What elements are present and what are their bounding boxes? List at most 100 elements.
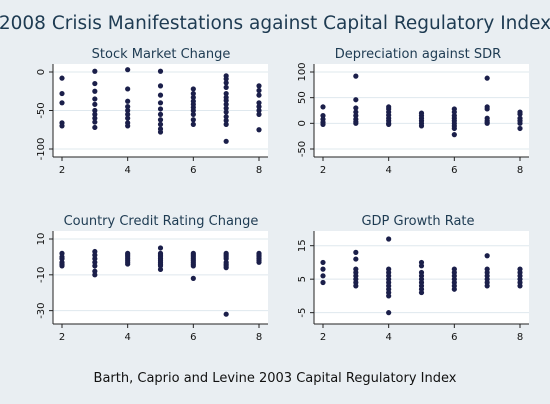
data-point (484, 120, 490, 126)
data-point (320, 266, 326, 272)
data-point (190, 107, 196, 114)
data-point (223, 256, 229, 262)
data-point (223, 114, 229, 120)
data-point (223, 105, 229, 111)
x-tick-label: 2 (59, 165, 65, 176)
data-point (125, 123, 131, 129)
data-point (92, 111, 98, 117)
data-point (320, 113, 326, 119)
data-point (353, 283, 359, 289)
data-point (157, 92, 164, 98)
data-point (190, 94, 196, 101)
data-point (223, 97, 229, 104)
data-point (353, 113, 359, 119)
data-point (418, 263, 425, 269)
data-point (92, 259, 98, 265)
data-point (386, 236, 392, 242)
data-point (353, 73, 359, 79)
data-point (223, 138, 229, 144)
data-point (190, 275, 196, 281)
data-point (92, 268, 98, 274)
panel-title: GDP Growth Rate (361, 214, 474, 229)
data-point (92, 119, 98, 125)
data-point (125, 86, 131, 92)
data-point (451, 286, 457, 292)
y-tick-label: 5 (297, 276, 308, 282)
data-point (256, 87, 262, 94)
data-point (484, 75, 490, 81)
data-point (223, 76, 229, 82)
data-point (517, 125, 523, 132)
data-point (157, 121, 164, 127)
data-point (223, 117, 229, 124)
y-tick-label: -30 (36, 302, 47, 318)
data-point (157, 100, 164, 106)
data-point (59, 250, 65, 256)
y-tick-label: 50 (297, 91, 308, 104)
data-point (320, 279, 326, 286)
data-point (92, 256, 98, 262)
y-tick-label: -50 (297, 141, 308, 157)
data-point (451, 109, 457, 115)
y-tick-label: 0 (297, 120, 308, 126)
data-point (59, 75, 65, 81)
data-point (125, 107, 131, 114)
x-tick-label: 2 (320, 332, 326, 343)
data-point (256, 107, 262, 114)
x-tick-label: 4 (385, 165, 391, 176)
data-point (92, 96, 98, 102)
data-point (92, 263, 98, 269)
data-point (256, 83, 262, 89)
data-point (190, 121, 196, 127)
data-point (157, 83, 164, 89)
x-tick-label: 8 (517, 332, 523, 343)
data-point (223, 109, 229, 115)
data-point (92, 272, 98, 278)
data-point (223, 101, 229, 107)
data-point (190, 111, 196, 117)
data-point (92, 124, 98, 131)
data-point (92, 107, 98, 114)
panel-title: Country Credit Rating Change (64, 214, 259, 229)
data-point (92, 248, 98, 255)
panel-title: Stock Market Change (92, 47, 231, 62)
data-point (157, 129, 164, 135)
x-tick-label: 8 (256, 332, 262, 343)
data-point (223, 80, 229, 86)
data-point (386, 121, 392, 127)
data-point (92, 80, 98, 87)
data-point (451, 132, 457, 138)
data-point (190, 263, 196, 269)
data-point (517, 120, 523, 126)
data-point (190, 117, 196, 123)
data-point (223, 90, 229, 97)
data-point (517, 283, 523, 289)
data-point (223, 311, 229, 317)
data-point (256, 104, 262, 110)
data-point (320, 104, 326, 110)
data-point (59, 263, 65, 269)
y-tick-label: -100 (36, 138, 47, 161)
data-point (125, 98, 131, 104)
data-point (223, 121, 229, 127)
data-point (484, 253, 490, 259)
x-tick-label: 2 (320, 165, 326, 176)
x-tick-label: 8 (517, 165, 523, 176)
data-point (157, 68, 164, 74)
data-point (353, 249, 359, 255)
data-point (353, 256, 359, 262)
figure-note: Barth, Caprio and Levine 2003 Capital Re… (94, 371, 457, 386)
data-point (157, 245, 164, 251)
x-tick-label: 8 (256, 165, 262, 176)
data-point (320, 121, 326, 127)
data-point (256, 92, 262, 98)
data-point (386, 293, 392, 299)
data-point (125, 111, 131, 117)
data-point (190, 86, 196, 92)
y-tick-label: 100 (297, 62, 308, 81)
data-point (157, 263, 164, 269)
data-point (484, 106, 490, 112)
